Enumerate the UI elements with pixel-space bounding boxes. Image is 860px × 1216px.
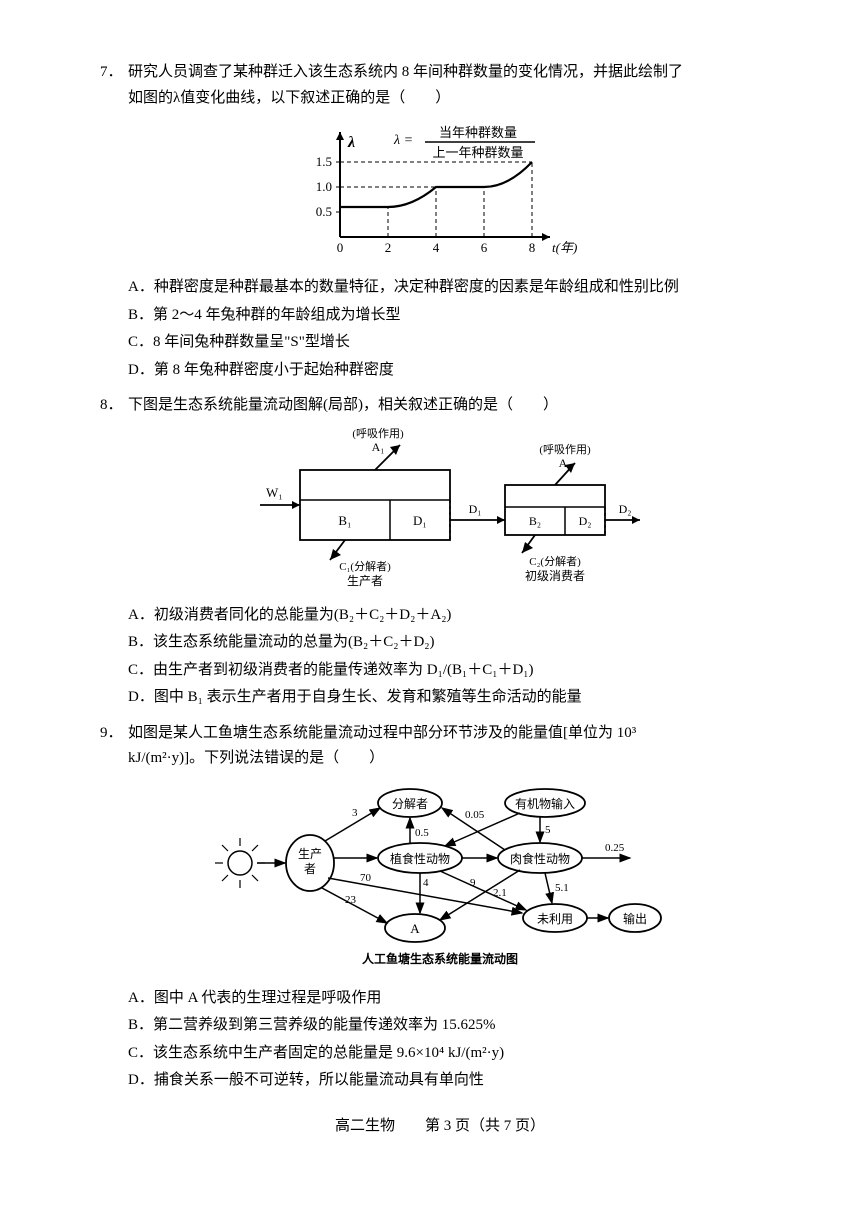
q7-opt-a: A．种群密度是种群最基本的数量特征，决定种群密度的因素是年龄组成和性别比例 — [128, 275, 780, 301]
a2-label: A₂ — [559, 456, 572, 470]
a1-label: A₁ — [372, 440, 385, 454]
cons-label: 初级消费者 — [525, 569, 585, 583]
output-label: 输出 — [623, 911, 647, 926]
svg-text:生产: 生产 — [298, 847, 322, 861]
edge-70: 70 — [360, 872, 372, 884]
q9-opt-d: D．捕食关系一般不可逆转，所以能量流动具有单向性 — [128, 1068, 780, 1094]
q7-line2: 如图的λ值变化曲线，以下叙述正确的是（ ） — [128, 86, 780, 112]
ytick-1.5: 1.5 — [316, 154, 332, 169]
w1-label: W₁ — [266, 485, 283, 500]
question-9: 9． 如图是某人工鱼塘生态系统能量流动过程中部分环节涉及的能量值[单位为 10³… — [100, 721, 780, 1094]
edge-9: 9 — [470, 877, 476, 889]
q8-opt-c: C．由生产者到初级消费者的能量传递效率为 D₁/(B₁＋C₁＋D₁) — [128, 658, 780, 684]
edge-2.1: 2.1 — [493, 887, 507, 899]
q9-diagram: 生产 者 分解者 植食性动物 肉食性动物 有机物输入 A 未利用 输出 — [100, 778, 780, 978]
question-8: 8． 下图是生态系统能量流动图解(局部)，相关叙述正确的是（ ） B₁ D₁ W… — [100, 393, 780, 711]
q7-stem: 7． 研究人员调查了某种群迁入该生态系统内 8 年间种群数量的变化情况，并据此绘… — [100, 60, 780, 86]
decomp-label: 分解者 — [392, 797, 428, 811]
q8-opt-b: B．该生态系统能量流动的总量为(B₂＋C₂＋D₂) — [128, 630, 780, 656]
y-axis-label: λ — [347, 134, 355, 151]
question-7: 7． 研究人员调查了某种群迁入该生态系统内 8 年间种群数量的变化情况，并据此绘… — [100, 60, 780, 383]
q9-stem: 9． 如图是某人工鱼塘生态系统能量流动过程中部分环节涉及的能量值[单位为 10³ — [100, 721, 780, 747]
edge-0.5: 0.5 — [415, 827, 429, 839]
ytick-0.5: 0.5 — [316, 204, 332, 219]
edge-23: 23 — [345, 894, 357, 906]
xtick-8: 8 — [529, 240, 536, 255]
q7-options: A．种群密度是种群最基本的数量特征，决定种群密度的因素是年龄组成和性别比例 B．… — [128, 275, 780, 383]
xtick-4: 4 — [433, 240, 440, 255]
q7-opt-d: D．第 8 年兔种群密度小于起始种群密度 — [128, 358, 780, 384]
q9-line2: kJ/(m²·y)]。下列说法错误的是（ ） — [128, 746, 780, 772]
edge-5.1: 5.1 — [555, 882, 569, 894]
edge-0.05: 0.05 — [465, 809, 485, 821]
d2arrow-label: D₂ — [619, 502, 632, 516]
prod-label: 生产者 — [347, 574, 383, 588]
xtick-0: 0 — [337, 240, 344, 255]
b1-label: B₁ — [338, 513, 351, 528]
herb-label: 植食性动物 — [390, 851, 450, 866]
q9-opt-a: A．图中 A 代表的生理过程是呼吸作用 — [128, 986, 780, 1012]
formula-top: 当年种群数量 — [439, 125, 517, 140]
resp1-label: (呼吸作用) — [352, 427, 404, 440]
q8-number: 8． — [100, 393, 128, 419]
q8-text: 下图是生态系统能量流动图解(局部)，相关叙述正确的是（ ） — [128, 393, 780, 419]
formula-bot: 上一年种群数量 — [432, 145, 523, 160]
ytick-1.0: 1.0 — [316, 179, 332, 194]
svg-text:者: 者 — [304, 862, 316, 876]
b2-label: B₂ — [529, 514, 541, 528]
edge-0.25: 0.25 — [605, 842, 625, 854]
A-label: A — [410, 921, 420, 936]
resp2-label: (呼吸作用) — [539, 443, 591, 456]
q9-opt-b: B．第二营养级到第三营养级的能量传递效率为 15.625% — [128, 1013, 780, 1039]
c2-label: C₂(分解者) — [529, 554, 581, 568]
q9-opt-c: C．该生态系统中生产者固定的总能量是 9.6×10⁴ kJ/(m²·y) — [128, 1041, 780, 1067]
q8-stem: 8． 下图是生态系统能量流动图解(局部)，相关叙述正确的是（ ） — [100, 393, 780, 419]
edge-4: 4 — [423, 877, 429, 889]
q8-opt-a: A．初级消费者同化的总能量为(B₂＋C₂＋D₂＋A₂) — [128, 603, 780, 629]
xtick-2: 2 — [385, 240, 392, 255]
q9-caption: 人工鱼塘生态系统能量流动图 — [362, 951, 518, 966]
carn-label: 肉食性动物 — [510, 851, 570, 866]
q7-opt-b: B．第 2～4 年兔种群的年龄组成为增长型 — [128, 303, 780, 329]
q7-number: 7． — [100, 60, 128, 86]
q8-opt-d: D．图中 B₁ 表示生产者用于自身生长、发育和繁殖等生命活动的能量 — [128, 685, 780, 711]
x-axis-label: t(年) — [552, 240, 577, 255]
c1-label: C₁(分解者) — [339, 559, 391, 573]
page-footer: 高二生物 第 3 页（共 7 页） — [100, 1114, 780, 1140]
q8-diagram: B₁ D₁ W₁ (呼吸作用) A₁ C₁(分解者) 生产者 D₁ — [100, 425, 780, 595]
unused-label: 未利用 — [537, 912, 573, 926]
edge-5: 5 — [545, 824, 551, 836]
formula-lhs: λ = — [393, 133, 413, 148]
d2box-label: D₂ — [579, 514, 592, 528]
q8-options: A．初级消费者同化的总能量为(B₂＋C₂＋D₂＋A₂) B．该生态系统能量流动的… — [128, 603, 780, 711]
q9-options: A．图中 A 代表的生理过程是呼吸作用 B．第二营养级到第三营养级的能量传递效率… — [128, 986, 780, 1094]
q7-opt-c: C．8 年间兔种群数量呈"S"型增长 — [128, 330, 780, 356]
q9-line1: 如图是某人工鱼塘生态系统能量流动过程中部分环节涉及的能量值[单位为 10³ — [128, 721, 780, 747]
q9-number: 9． — [100, 721, 128, 747]
xtick-6: 6 — [481, 240, 488, 255]
d1arrow-label: D₁ — [469, 502, 482, 516]
d1box-label: D₁ — [413, 513, 427, 528]
q7-line1: 研究人员调查了某种群迁入该生态系统内 8 年间种群数量的变化情况，并据此绘制了 — [128, 60, 780, 86]
org-label: 有机物输入 — [515, 796, 575, 811]
q7-chart: 0.5 1.0 1.5 0 2 4 6 8 λ λ = 当年种群数量 上 — [100, 117, 780, 267]
edge-3: 3 — [352, 807, 358, 819]
